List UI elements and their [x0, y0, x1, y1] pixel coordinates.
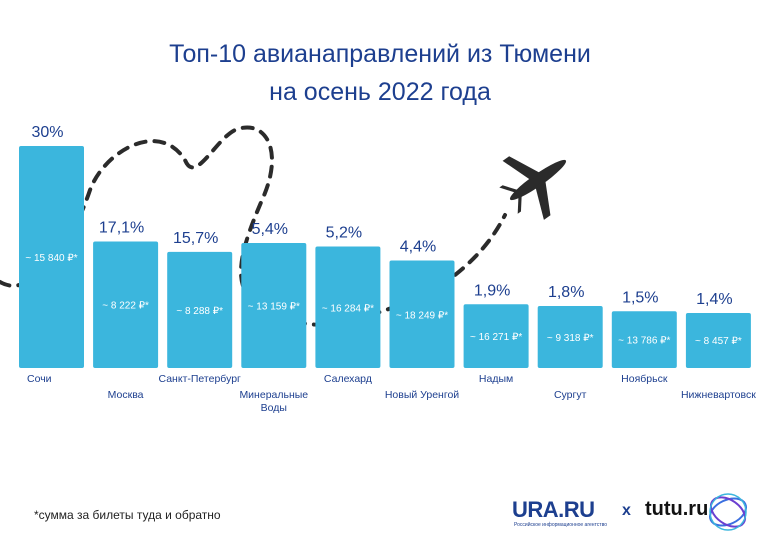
price-label-8: ~ 9 318 ₽* [547, 333, 594, 344]
price-label-6: ~ 18 249 ₽* [396, 310, 448, 321]
bar-9 [611, 311, 677, 368]
value-label-8: 1,8% [548, 284, 584, 301]
bar-1 [19, 146, 84, 368]
category-label-6: Новый Уренгой [385, 389, 459, 401]
chart-title-line2: на осень 2022 года [269, 78, 491, 106]
tutu-logo: tutu.ru [645, 498, 709, 520]
bar-5 [315, 246, 381, 368]
value-label-2: 17,1% [99, 219, 144, 236]
bars-group: 30% ~ 15 840 ₽* Сочи 17,1% ~ 8 222 ₽* Москва 1… [19, 124, 756, 414]
value-label-1: 30% [31, 124, 63, 141]
airplane-icon [499, 156, 567, 220]
category-label-3: Санкт-Петербург [159, 373, 242, 385]
ura-logo-subtitle: Российское информационное агентство [514, 522, 607, 528]
price-label-2: ~ 8 222 ₽* [102, 301, 149, 312]
footnote: *сумма за билеты туда и обратно [34, 508, 221, 522]
bar-10 [685, 313, 751, 368]
bar-7 [463, 304, 529, 368]
value-label-3: 15,7% [173, 230, 218, 247]
value-label-7: 1,9% [474, 282, 510, 299]
price-label-7: ~ 16 271 ₽* [470, 332, 522, 343]
category-label-5: Салехард [324, 373, 372, 385]
bar-6 [389, 260, 455, 368]
brand-separator: x [622, 502, 631, 519]
price-label-5: ~ 16 284 ₽* [322, 303, 374, 314]
price-label-10: ~ 8 457 ₽* [695, 336, 742, 347]
price-label-9: ~ 13 786 ₽* [618, 336, 670, 347]
price-label-3: ~ 8 288 ₽* [176, 306, 223, 317]
value-label-9: 1,5% [622, 289, 658, 306]
category-label-9: Ноябрьск [621, 373, 668, 385]
bar-2 [93, 241, 159, 368]
chart-title-line1: Топ-10 авианаправлений из Тюмени [169, 40, 591, 68]
category-label-8: Сургут [554, 389, 587, 401]
price-label-1: ~ 15 840 ₽* [25, 253, 77, 264]
value-label-6: 4,4% [400, 239, 436, 256]
value-label-5: 5,2% [326, 225, 362, 242]
bar-3 [167, 251, 233, 368]
category-label-10: Нижневартовск [681, 389, 756, 401]
category-label-7: Надым [479, 373, 513, 385]
ura-logo: URA.RU [512, 497, 595, 522]
value-label-4: 5,4% [252, 221, 288, 238]
bar-8 [537, 306, 603, 368]
price-label-4: ~ 13 159 ₽* [248, 302, 300, 313]
category-label-2: Москва [108, 389, 144, 401]
category-label-4: Минеральные Воды [239, 389, 308, 414]
category-label-1: Сочи [27, 373, 52, 385]
tutu-logo-icon [709, 493, 747, 531]
bar-4 [241, 243, 307, 368]
value-label-10: 1,4% [696, 291, 732, 308]
